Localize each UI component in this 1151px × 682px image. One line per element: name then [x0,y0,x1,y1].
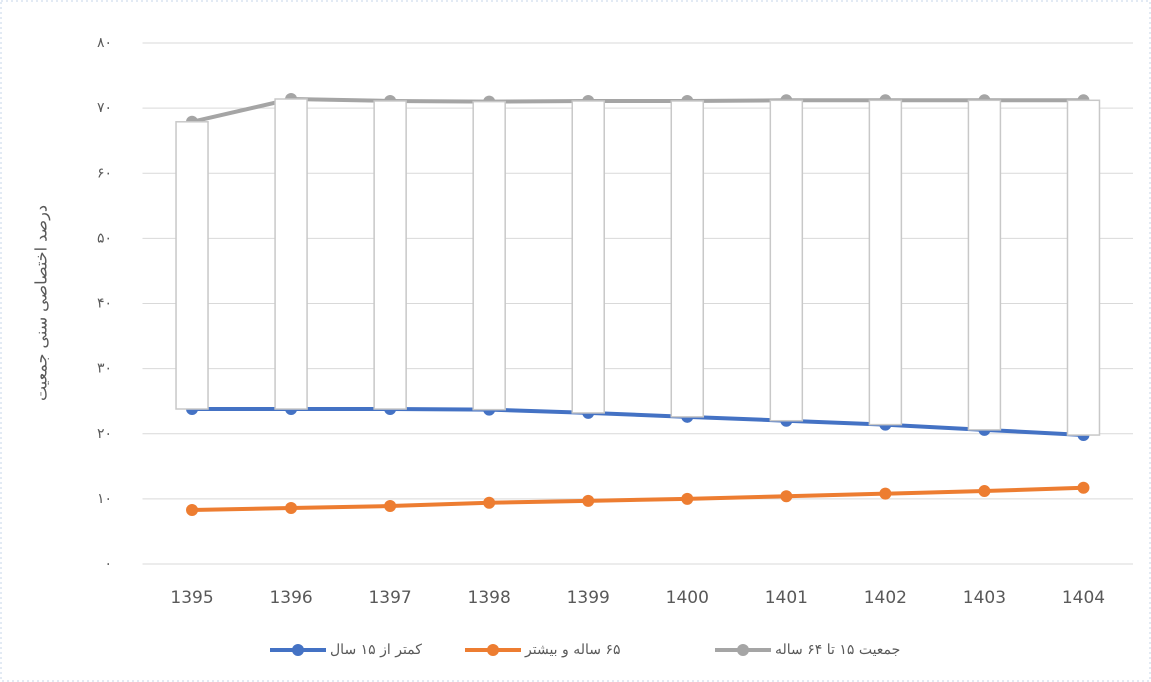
series-marker [285,501,298,514]
x-tick-label: 1397 [368,588,411,608]
legend-label: ۶۵ ساله و بیشتر [524,642,621,658]
series-marker [879,487,892,500]
up-down-bar [373,100,407,410]
series-marker [186,503,199,516]
up-down-bar [769,99,804,422]
series-marker [483,496,496,509]
series-marker [582,494,595,507]
x-tick-label: 1399 [567,588,610,608]
y-tick-label: ۲۰ [97,426,112,442]
up-down-bar [868,99,903,426]
legend-label: کمتر از ۱۵ سال [330,642,422,658]
up-down-bar [274,98,308,410]
y-axis-label: درصد اختصاصی سنی جمعیت [32,205,51,401]
x-tick-label: 1395 [170,588,213,608]
up-down-bar [1066,99,1101,436]
up-down-bar [571,100,605,414]
y-tick-label: ۴۰ [97,296,112,312]
y-tick-label: ۸۰ [97,35,112,51]
up-down-bar [967,99,1002,431]
legend-marker [737,644,749,656]
legend-marker [487,644,499,656]
up-down-bar [472,100,506,411]
x-tick-label: 1404 [1062,588,1105,608]
x-tick-label: 1403 [963,588,1006,608]
x-tick-label: 1402 [864,588,907,608]
x-tick-label: 1401 [765,588,808,608]
series-line [192,407,1084,438]
y-tick-label: ۶۰ [97,165,112,181]
y-tick-label: ۵۰ [97,230,112,246]
y-tick-label: ۷۰ [97,100,112,116]
x-tick-label: 1396 [269,588,312,608]
up-down-bar [175,121,209,410]
y-tick-label: ۰ [104,556,112,572]
up-down-bar [670,100,705,418]
series-marker [780,490,793,503]
series-marker [1077,481,1090,494]
series-line [191,485,1084,512]
series-marker [681,492,694,505]
legend-label: جمعیت ۱۵ تا ۶۴ ساله [775,642,900,658]
y-tick-label: ۳۰ [97,361,112,377]
series-marker [978,485,991,498]
x-tick-label: 1398 [468,588,511,608]
series-line [191,97,1084,124]
x-tick-label: 1400 [666,588,709,608]
legend-marker [292,644,304,656]
series-marker [384,500,397,513]
y-tick-label: ۱۰ [97,491,112,507]
